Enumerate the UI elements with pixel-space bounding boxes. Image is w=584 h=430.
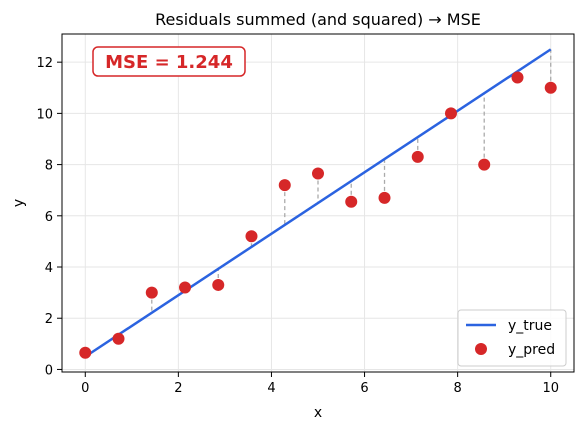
y-pred-point	[179, 281, 192, 294]
y-tick-label: 2	[45, 312, 53, 327]
y-pred-point	[478, 158, 491, 171]
plot-area-frame	[61, 33, 575, 373]
chart-title: Residuals summed (and squared) → MSE	[155, 10, 481, 29]
y-pred-point	[444, 107, 457, 120]
y-true-line	[84, 48, 552, 358]
x-tick-label: 0	[81, 381, 89, 396]
mse-annotation: MSE = 1.244	[92, 46, 246, 77]
y-pred-point	[511, 71, 524, 84]
y-tick-label: 12	[36, 56, 53, 71]
y-tick-label: 6	[45, 210, 53, 225]
y-axis-label: y	[11, 199, 27, 207]
x-axis-label: x	[314, 405, 322, 421]
x-axis-ticks: 0 2 4 6 8 10	[81, 372, 559, 396]
y-tick-label: 0	[45, 363, 53, 378]
legend-swatch-y-pred	[475, 343, 487, 355]
y-pred-point	[79, 346, 92, 359]
y-pred-point	[112, 332, 125, 345]
x-tick-label: 6	[360, 381, 368, 396]
x-tick-label: 10	[542, 381, 559, 396]
legend-label-y-true: y_true	[508, 318, 552, 334]
y-tick-label: 10	[36, 107, 53, 122]
x-tick-label: 8	[453, 381, 461, 396]
legend: y_true y_pred	[457, 309, 567, 367]
y-pred-point	[345, 195, 358, 208]
y-axis-ticks: 0 2 4 6 8 10 12	[36, 56, 62, 378]
y-tick-label: 4	[45, 261, 53, 276]
mse-annotation-text: MSE = 1.244	[105, 52, 233, 73]
y-pred-point	[312, 167, 324, 180]
y-pred-point	[411, 150, 424, 163]
y-pred-point	[212, 278, 225, 291]
legend-label-y-pred: y_pred	[508, 342, 555, 358]
y-pred-point	[278, 179, 291, 192]
y-pred-point	[145, 286, 158, 299]
y-pred-point	[544, 81, 557, 94]
y-pred-point	[245, 230, 258, 243]
x-tick-label: 4	[267, 381, 275, 396]
line-series	[84, 48, 552, 358]
y-pred-point	[378, 191, 391, 204]
y-tick-label: 8	[45, 159, 53, 174]
scatter-series	[79, 71, 557, 359]
x-tick-label: 2	[174, 381, 182, 396]
mse-annotation-box	[92, 46, 246, 77]
